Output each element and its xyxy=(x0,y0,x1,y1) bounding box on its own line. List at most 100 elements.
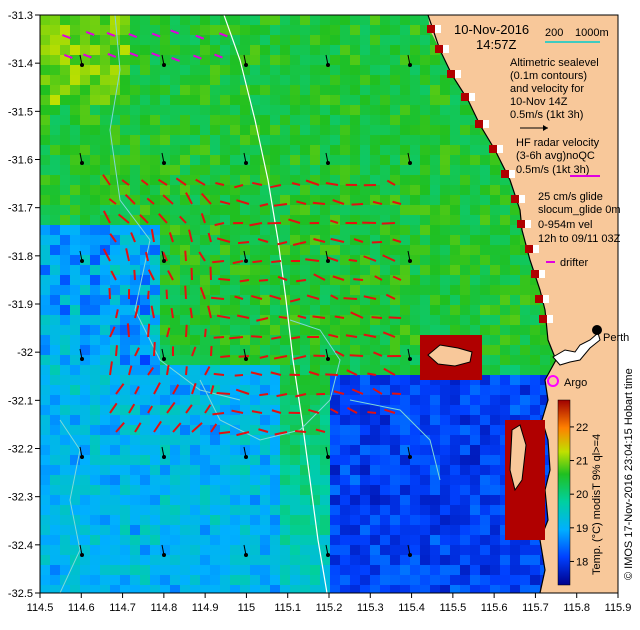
sst-cell xyxy=(300,205,310,215)
sst-cell xyxy=(220,155,230,165)
sst-cell xyxy=(150,265,160,275)
sst-cell xyxy=(190,15,200,25)
sst-cell xyxy=(340,435,350,445)
sst-cell xyxy=(270,165,280,175)
sst-cell xyxy=(210,565,220,575)
sst-cell xyxy=(320,435,330,445)
altimetry-arrow-head xyxy=(80,455,84,459)
sst-cell xyxy=(90,575,100,585)
sst-cell xyxy=(300,75,310,85)
sst-cell xyxy=(70,455,80,465)
sst-cell xyxy=(330,55,340,65)
sst-cell xyxy=(160,495,170,505)
sst-cell xyxy=(530,275,540,285)
sst-cell xyxy=(310,185,320,195)
sst-cell xyxy=(140,285,150,295)
sst-cell xyxy=(270,95,280,105)
sst-cell xyxy=(370,375,380,385)
sst-cell xyxy=(90,565,100,575)
sst-cell xyxy=(90,185,100,195)
sst-cell xyxy=(430,115,440,125)
sst-cell xyxy=(510,325,520,335)
sst-cell xyxy=(510,265,520,275)
sst-cell xyxy=(100,515,110,525)
sst-cell xyxy=(280,465,290,475)
sst-cell xyxy=(410,545,420,555)
sst-cell xyxy=(180,305,190,315)
hf-arrow xyxy=(312,201,326,205)
sst-cell xyxy=(380,125,390,135)
sst-cell xyxy=(90,545,100,555)
sst-cell xyxy=(70,335,80,345)
sst-cell xyxy=(320,375,330,385)
sst-cell xyxy=(370,205,380,215)
sst-cell xyxy=(400,505,410,515)
sst-cell xyxy=(460,465,470,475)
sst-cell xyxy=(450,165,460,175)
sst-cell xyxy=(400,185,410,195)
sst-cell xyxy=(220,325,230,335)
sst-cell xyxy=(350,445,360,455)
sst-cell xyxy=(100,355,110,365)
sst-cell xyxy=(200,415,210,425)
sst-cell xyxy=(520,275,530,285)
sst-cell xyxy=(370,455,380,465)
sst-cell xyxy=(270,25,280,35)
sst-cell xyxy=(230,155,240,165)
sst-cell xyxy=(430,575,440,585)
sst-cell xyxy=(450,325,460,335)
sst-cell xyxy=(80,95,90,105)
sst-cell xyxy=(80,205,90,215)
sst-cell xyxy=(180,525,190,535)
sst-cell xyxy=(410,475,420,485)
sst-cell xyxy=(380,425,390,435)
sst-cell xyxy=(350,265,360,275)
hf-arrow xyxy=(207,305,212,319)
sst-cell xyxy=(100,555,110,565)
sst-cell xyxy=(40,545,50,555)
sst-cell xyxy=(470,475,480,485)
sst-cell xyxy=(390,105,400,115)
sst-cell xyxy=(480,575,490,585)
sst-cell xyxy=(160,585,170,593)
sst-cell xyxy=(440,265,450,275)
sst-cell xyxy=(190,235,200,245)
altimetry-arrow-head xyxy=(326,63,330,67)
hf-arrow xyxy=(353,278,364,281)
sst-cell xyxy=(230,405,240,415)
sst-cell xyxy=(200,435,210,445)
sst-cell xyxy=(450,155,460,165)
sst-cell xyxy=(220,145,230,155)
sst-cell xyxy=(70,415,80,425)
sst-cell xyxy=(400,275,410,285)
sst-cell xyxy=(140,425,150,435)
sst-cell xyxy=(70,325,80,335)
sst-cell xyxy=(260,115,270,125)
sst-cell xyxy=(230,425,240,435)
sst-cell xyxy=(40,245,50,255)
sst-cell xyxy=(320,125,330,135)
sst-cell xyxy=(280,295,290,305)
sst-cell xyxy=(420,205,430,215)
sst-cell xyxy=(100,375,110,385)
sst-cell xyxy=(90,235,100,245)
sst-cell xyxy=(380,105,390,115)
hf-arrow xyxy=(367,411,377,414)
sst-cell xyxy=(140,275,150,285)
sst-cell xyxy=(190,505,200,515)
sst-cell xyxy=(520,395,530,405)
sst-cell xyxy=(240,425,250,435)
sst-cell xyxy=(420,495,430,505)
sst-cell xyxy=(390,525,400,535)
sst-cell xyxy=(320,55,330,65)
hf-arrow xyxy=(128,403,136,414)
sst-cell xyxy=(480,545,490,555)
sst-cell xyxy=(50,185,60,195)
coastal-cell xyxy=(539,315,547,323)
sst-cell xyxy=(390,365,400,375)
sst-cell xyxy=(280,225,290,235)
sst-cell xyxy=(290,545,300,555)
sst-cell xyxy=(310,575,320,585)
sst-cell xyxy=(400,385,410,395)
sst-cell xyxy=(320,565,330,575)
